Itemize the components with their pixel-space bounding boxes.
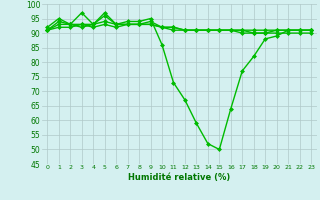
X-axis label: Humidité relative (%): Humidité relative (%) bbox=[128, 173, 230, 182]
